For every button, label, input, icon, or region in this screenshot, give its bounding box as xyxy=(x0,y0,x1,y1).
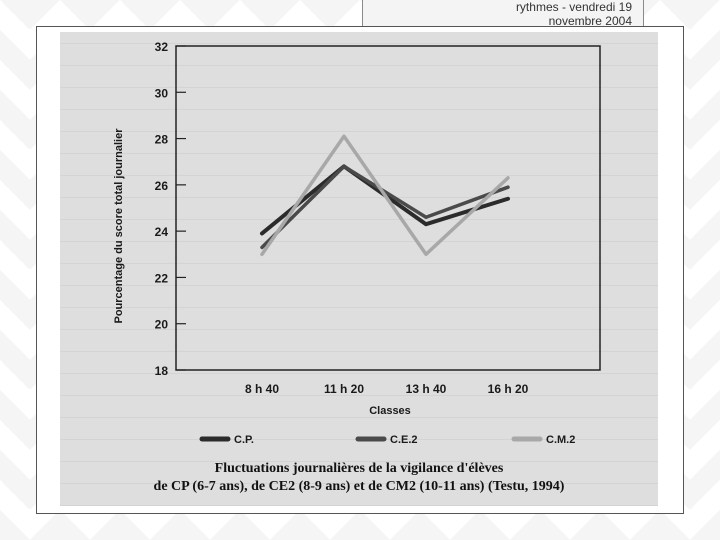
header-text: rythmes - vendredi 19 novembre 2004 xyxy=(362,0,632,28)
y-tick-label: 20 xyxy=(155,318,169,332)
y-tick-label: 28 xyxy=(155,133,169,147)
x-tick-label: 11 h 20 xyxy=(324,382,364,396)
plot-area: 18 20 22 24 26 28 30 32 8 h 40 11 h 20 13 h 40 16 h… xyxy=(155,40,601,396)
x-tick-label: 13 h 40 xyxy=(406,382,447,396)
x-tick-label: 16 h 20 xyxy=(488,382,529,396)
series-line-ce2 xyxy=(260,164,510,250)
plot-frame xyxy=(175,45,601,371)
y-axis-title: Pourcentage du score total journalier xyxy=(113,128,125,324)
legend-label-cp: C.P. xyxy=(234,434,254,446)
header-line-2: novembre 2004 xyxy=(548,14,632,28)
legend: C.P. C.E.2 C.M.2 xyxy=(199,434,575,446)
y-tick-label: 30 xyxy=(155,86,169,100)
figure-caption: Fluctuations journalières de la vigilanc… xyxy=(60,460,658,496)
series-line-cm2 xyxy=(260,134,510,257)
caption-line-1: Fluctuations journalières de la vigilanc… xyxy=(214,461,504,476)
x-axis-title: Classes xyxy=(369,405,411,417)
scanned-figure xyxy=(60,32,658,506)
y-tick-label: 22 xyxy=(155,271,169,285)
legend-label-ce2: C.E.2 xyxy=(390,434,418,446)
y-tick-label: 32 xyxy=(155,40,169,54)
y-tick-label: 24 xyxy=(155,225,169,239)
x-tick-label: 8 h 40 xyxy=(245,382,279,396)
legend-label-cm2: C.M.2 xyxy=(546,434,575,446)
header-line-1: rythmes - vendredi 19 xyxy=(515,0,632,14)
caption-line-2: de CP (6-7 ans), de CE2 (8-9 ans) et de … xyxy=(153,479,565,494)
scan-texture xyxy=(60,32,658,506)
y-tick-label: 18 xyxy=(155,364,169,378)
y-tick-label: 26 xyxy=(155,179,169,193)
